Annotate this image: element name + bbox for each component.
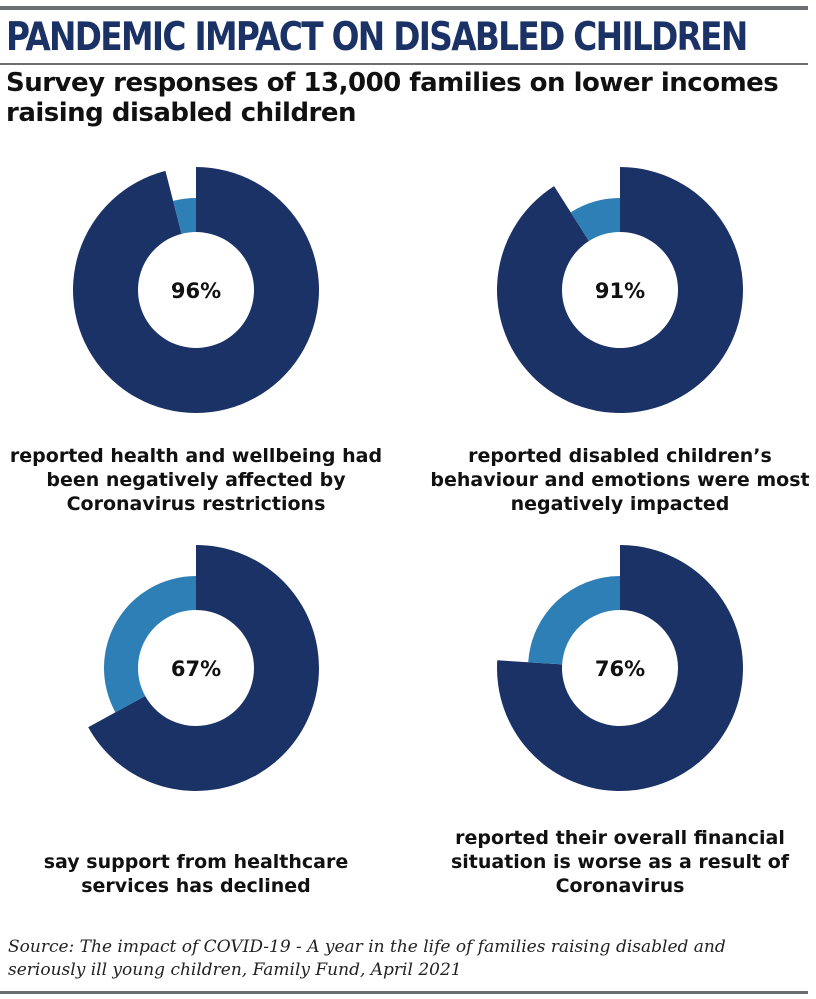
donut-value-label-4: 76% [595,657,645,681]
donut-slice-value-2 [496,167,743,413]
donut-value-label-3: 67% [171,657,221,681]
donut-slice-value-3 [88,545,320,792]
top-rule [0,6,808,10]
donut-slice-remainder-3 [103,576,196,713]
donut-slice-remainder-2 [570,198,620,242]
donut-slice-remainder-1 [173,198,196,234]
donut-chart-1: 96% [73,167,320,414]
source-note: Source: The impact of COVID-19 - A year … [8,937,726,980]
donut-slice-value-4 [496,545,743,791]
donut-value-label-2: 91% [595,279,645,303]
chart-caption-4: reported their overall financial situati… [450,827,790,897]
chart-subtitle: Survey responses of 13,000 families on l… [6,68,779,128]
chart-caption-2: reported disabled children’s behaviour a… [430,445,810,515]
donut-slice-remainder-4 [528,576,620,665]
bottom-rule [0,991,808,994]
donut-chart-4: 76% [496,545,743,791]
chart-caption-3: say support from healthcare services has… [43,851,349,897]
chart-title: PANDEMIC IMPACT ON DISABLED CHILDREN [6,15,748,60]
donut-slice-value-1 [73,167,320,414]
title-rule [0,63,808,65]
donut-value-label-1: 96% [171,279,221,303]
donut-chart-2: 91% [496,167,743,413]
donut-chart-3: 67% [88,545,320,792]
chart-caption-1: reported health and wellbeing had been n… [9,445,383,515]
